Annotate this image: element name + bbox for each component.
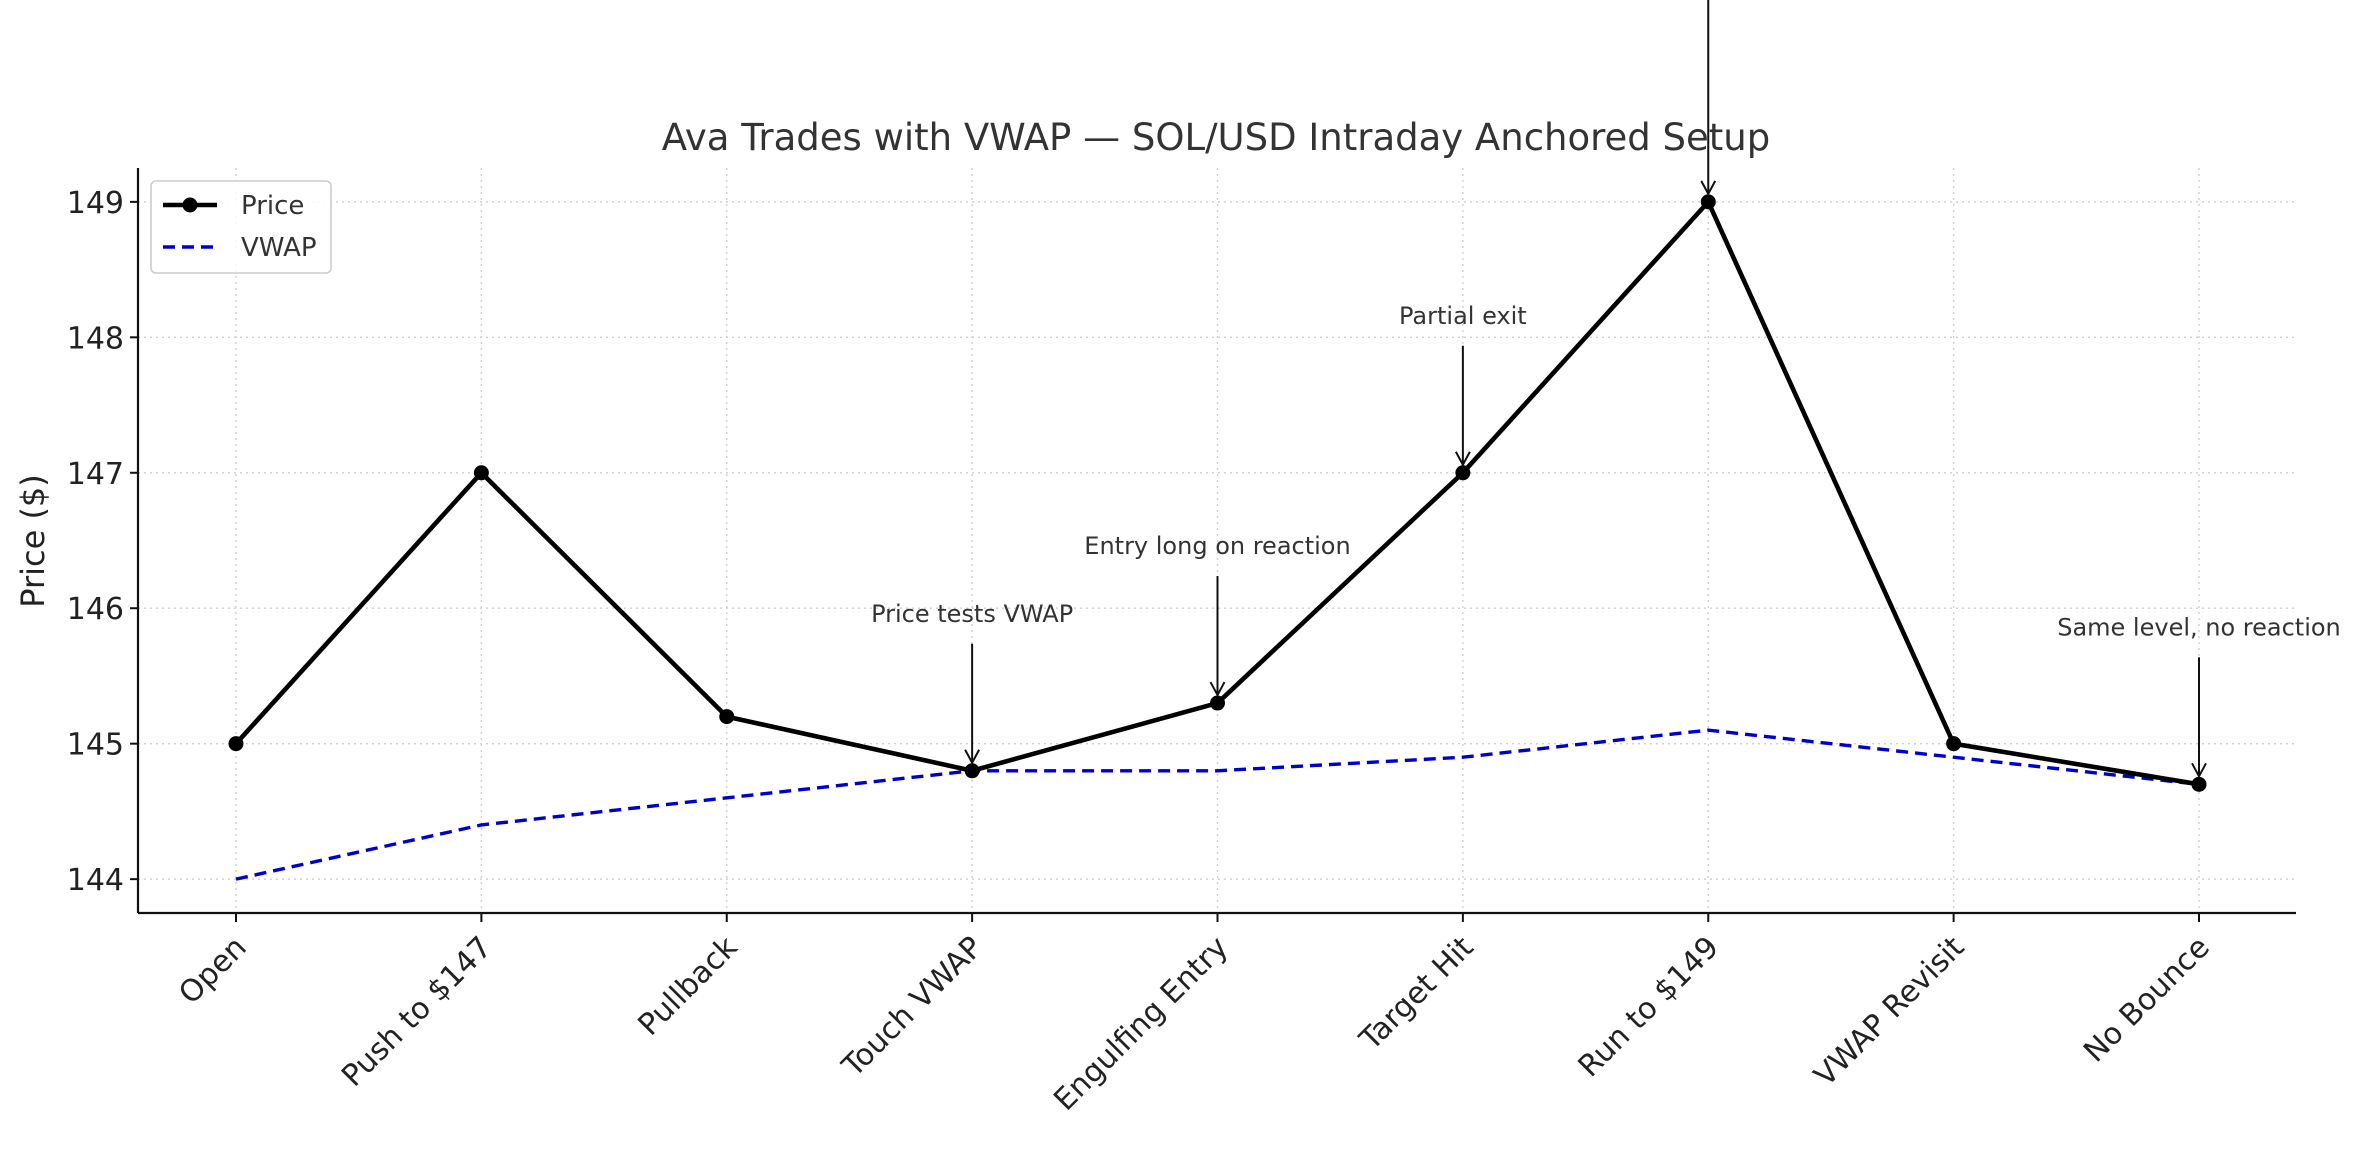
- annotation-text: Same level, no reaction: [2057, 613, 2341, 641]
- data-point-price: [719, 709, 735, 725]
- data-point-price: [228, 736, 244, 752]
- series: [228, 194, 2207, 881]
- y-tick-label: 149: [67, 186, 124, 221]
- annotation-text: Partial exit: [1399, 302, 1527, 330]
- legend-marker-price: [182, 197, 198, 213]
- x-tick-label: Open: [172, 930, 253, 1011]
- x-tick-label: Run to $149: [1572, 930, 1726, 1084]
- x-tick-label: VWAP Revisit: [1808, 930, 1972, 1094]
- y-tick-label: 146: [67, 592, 124, 627]
- annotation-arrowhead: [964, 749, 981, 765]
- data-point-price: [473, 465, 489, 481]
- grid: [138, 168, 2296, 913]
- y-axis-label: Price ($): [14, 474, 52, 608]
- annotation-arrowhead: [1700, 180, 1717, 196]
- annotations: Price tests VWAP Entry long on reaction Pa…: [871, 0, 2341, 779]
- data-point-price: [1946, 736, 1962, 752]
- data-point-price: [1210, 695, 1225, 711]
- series-line-vwap: [235, 728, 2200, 881]
- annotation-arrowhead: [2191, 762, 2207, 779]
- x-tick-label: Touch VWAP: [835, 930, 990, 1085]
- data-point-price: [964, 763, 980, 779]
- y-tick-label: 148: [67, 321, 124, 356]
- x-tick-label: Pullback: [632, 929, 745, 1042]
- legend: Price VWAP: [150, 180, 332, 274]
- data-point-price: [1455, 465, 1471, 481]
- x-tick-label: Engulfing Entry: [1047, 930, 1235, 1118]
- annotation-arrowhead: [1209, 681, 1226, 698]
- annotation-text: Price tests VWAP: [871, 600, 1073, 628]
- x-tick-label: No Bounce: [2077, 930, 2216, 1069]
- x-tick-label: Push to $147: [335, 930, 499, 1094]
- legend-label-vwap: VWAP: [241, 233, 317, 263]
- chart-title: Ava Trades with VWAP — SOL/USD Intraday …: [662, 116, 1770, 159]
- y-tick-label: 147: [67, 457, 124, 492]
- annotation-arrowhead: [1454, 451, 1471, 467]
- legend-label-price: Price: [241, 191, 304, 221]
- axes: 144 145 146 147 148 149 Open Push to $147 Pullba…: [67, 168, 2296, 1118]
- y-tick-label: 145: [67, 728, 124, 763]
- annotation-text: Entry long on reaction: [1084, 532, 1350, 560]
- data-point-price: [1700, 194, 1716, 210]
- x-tick-label: Target Hit: [1353, 930, 1481, 1058]
- data-point-price: [2191, 776, 2207, 792]
- y-tick-label: 144: [67, 863, 124, 898]
